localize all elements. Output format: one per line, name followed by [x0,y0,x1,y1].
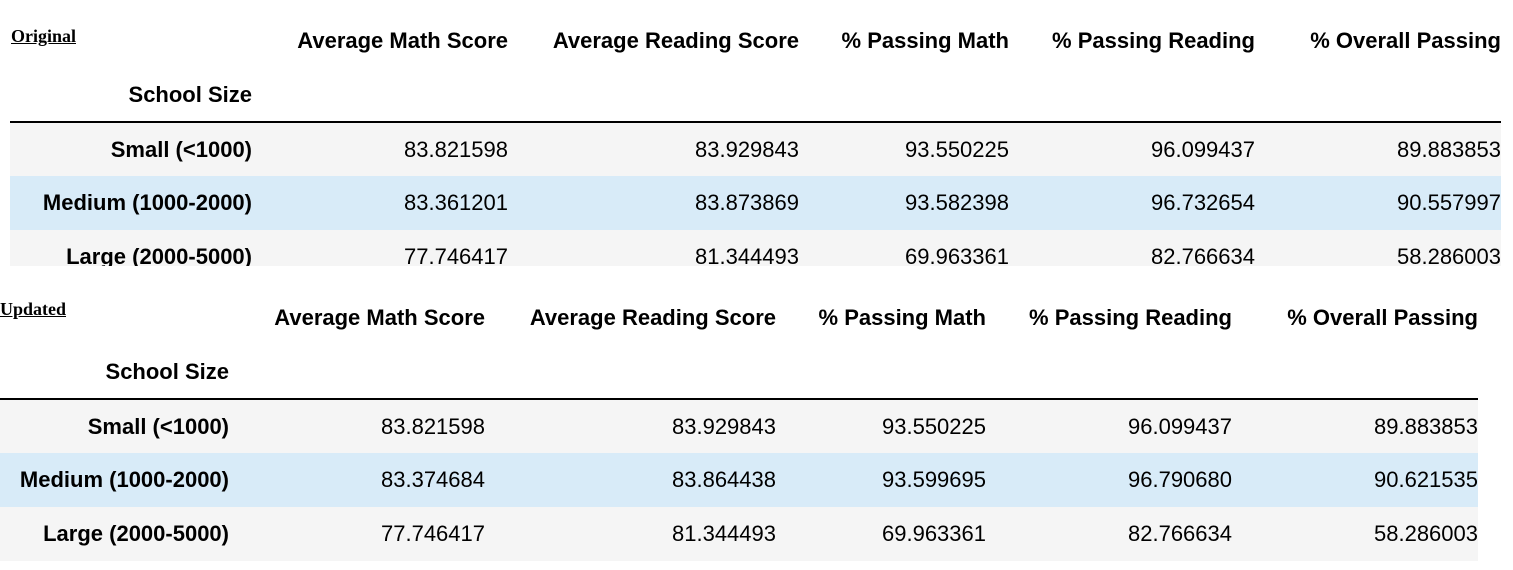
table-cell: 81.344493 [672,521,776,546]
row-label: Small (<1000) [110,136,252,162]
table-cell: 83.821598 [404,136,508,162]
table-row: Large (2000-5000) 77.746417 81.344493 69… [0,507,1478,561]
table-cell: 89.883853 [1374,413,1478,439]
original-table-panel: Average Math Score Average Reading Score… [10,14,1503,266]
table-row: Small (<1000) 83.821598 83.929843 93.550… [0,399,1478,453]
table-cell: 83.929843 [695,136,799,162]
column-header: % Overall Passing [1287,305,1478,330]
table-cell: 90.621535 [1374,467,1478,492]
table-cell: 58.286003 [1374,521,1478,546]
original-caption: Original [11,26,77,46]
table-cell: 96.099437 [1151,136,1255,162]
index-name: School Size [128,81,252,107]
updated-table-panel: Average Math Score Average Reading Score… [0,291,1480,561]
table-cell: 83.864438 [672,467,776,492]
table-cell: 83.374684 [381,467,485,492]
index-name: School Size [105,358,229,384]
row-label: Large (2000-5000) [43,521,229,546]
updated-caption: Updated [0,299,67,319]
row-label: Medium (1000-2000) [42,190,252,215]
column-header: Average Math Score [274,305,485,330]
column-header: Average Reading Score [552,28,799,53]
original-dataframe: Average Math Score Average Reading Score… [10,14,1501,266]
table-cell: 83.361201 [404,190,508,215]
table-cell: 93.550225 [905,136,1009,162]
row-label: Large (2000-5000) [66,244,252,266]
table-cell: 82.766634 [1128,521,1232,546]
table-cell: 77.746417 [381,521,485,546]
table-cell: 83.821598 [381,413,485,439]
column-header: Average Math Score [297,28,508,53]
table-cell: 81.344493 [695,244,799,266]
table-row: Large (2000-5000) 77.746417 81.344493 69… [10,230,1501,266]
table-row: Medium (1000-2000) 83.374684 83.864438 9… [0,453,1478,507]
column-header: % Passing Math [841,28,1009,53]
table-cell: 83.929843 [672,413,776,439]
table-cell: 96.732654 [1151,190,1255,215]
table-cell: 93.599695 [882,467,986,492]
table-cell: 96.790680 [1128,467,1232,492]
column-header: % Overall Passing [1310,28,1501,53]
table-cell: 77.746417 [404,244,508,266]
row-label: Medium (1000-2000) [19,467,229,492]
table-cell: 69.963361 [882,521,986,546]
table-cell: 90.557997 [1397,190,1501,215]
row-label: Small (<1000) [87,413,229,439]
table-cell: 69.963361 [905,244,1009,266]
column-header: % Passing Reading [1052,28,1255,53]
table-cell: 58.286003 [1397,244,1501,266]
table-cell: 83.873869 [695,190,799,215]
column-header: Average Reading Score [529,305,776,330]
updated-dataframe: Average Math Score Average Reading Score… [0,291,1478,561]
table-row: Medium (1000-2000) 83.361201 83.873869 9… [10,176,1501,230]
table-cell: 82.766634 [1151,244,1255,266]
table-cell: 89.883853 [1397,136,1501,162]
table-cell: 96.099437 [1128,413,1232,439]
column-header: % Passing Reading [1029,305,1232,330]
column-header: % Passing Math [818,305,986,330]
table-cell: 93.582398 [905,190,1009,215]
table-cell: 93.550225 [882,413,986,439]
table-row: Small (<1000) 83.821598 83.929843 93.550… [10,122,1501,176]
